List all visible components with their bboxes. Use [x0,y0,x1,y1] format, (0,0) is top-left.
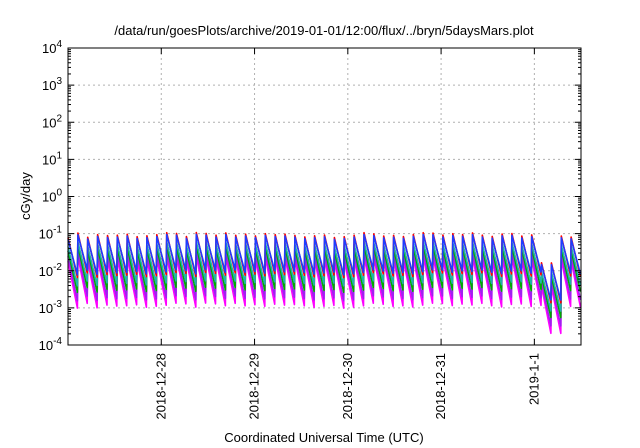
x-tick-label: 2018-12-31 [433,353,448,420]
y-tick-label: 104 [42,39,62,56]
y-tick-label: 102 [42,113,62,130]
x-tick-label: 2018-12-29 [247,353,262,420]
y-tick-label: 100 [42,188,62,205]
y-tick-label: 103 [42,76,62,93]
y-tick-label: 10-3 [39,299,63,316]
y-axis: 10-4 10-3 10-2 10-1 100 101 102 103 104 [39,39,581,353]
y-tick-label: 10-2 [39,262,63,279]
x-tick-label: 2018-12-28 [153,353,168,420]
series-line [67,233,582,301]
x-axis: 2018-12-28 2018-12-29 2018-12-30 2018-12-31… [153,48,541,420]
y-tick-label: 101 [42,150,62,167]
chart-title: /data/run/goesPlots/archive/2019-01-01/1… [114,23,534,38]
x-axis-label: Coordinated Universal Time (UTC) [224,430,423,445]
y-tick-label: 10-1 [39,225,63,242]
y-tick-label: 10-4 [39,336,63,353]
y-axis-label: cGy/day [18,172,33,220]
series-group [67,231,582,335]
x-tick-label: 2019-1-1 [526,353,541,405]
x-tick-label: 2018-12-30 [340,353,355,420]
